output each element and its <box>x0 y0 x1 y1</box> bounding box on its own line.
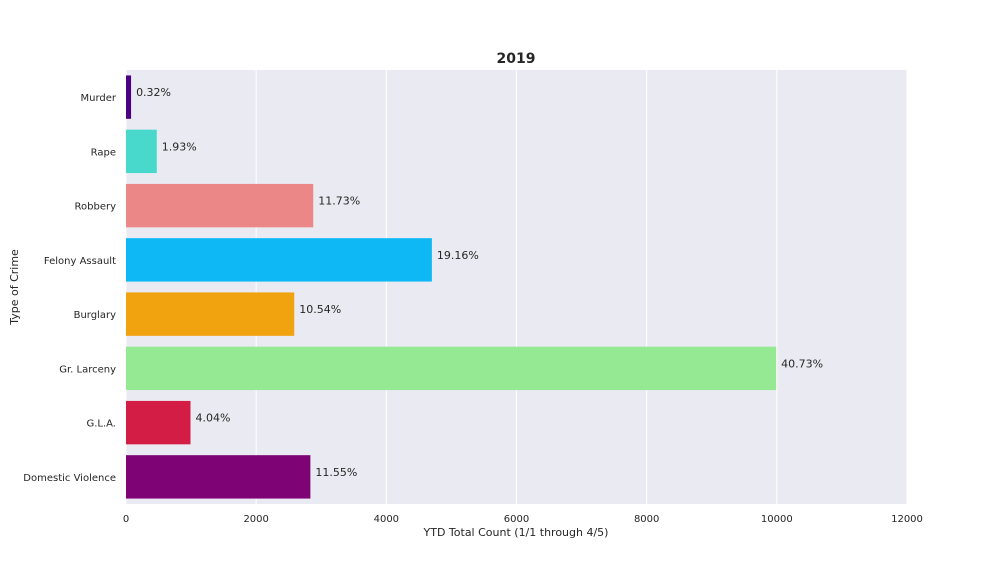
y-tick-label: Robbery <box>75 202 117 213</box>
y-tick-label: Gr. Larceny <box>59 364 116 375</box>
y-tick-label: Murder <box>80 93 116 104</box>
y-axis-label: Type of Crime <box>8 249 21 326</box>
y-tick-labels: Murder Rape Robbery Felony Assault Burglary G… <box>23 93 117 484</box>
x-tick-label: 4000 <box>374 514 399 525</box>
bar-value-label: 1.93% <box>162 140 197 153</box>
y-tick-label: Felony Assault <box>44 256 116 267</box>
x-tick-label: 10000 <box>761 514 793 525</box>
bar-value-label: 4.04% <box>195 412 230 425</box>
bar <box>126 238 432 282</box>
bar-value-label: 19.16% <box>437 249 479 262</box>
x-tick-label: 2000 <box>243 514 268 525</box>
bars <box>126 75 777 499</box>
y-tick-label: Burglary <box>74 310 116 321</box>
data-labels: 0.32% 1.93% 11.73% 19.16% 10.54% 40.73% 4.04% 1… <box>136 86 823 479</box>
bar <box>126 346 777 391</box>
bar <box>126 183 314 228</box>
x-tick-label: 6000 <box>504 514 529 525</box>
y-tick-label: G.L.A. <box>86 419 116 430</box>
bar <box>126 400 191 445</box>
bar-value-label: 0.32% <box>136 86 171 99</box>
bar-value-label: 40.73% <box>781 357 823 370</box>
bar-value-label: 11.55% <box>315 466 357 479</box>
y-tick-label: Rape <box>91 147 116 158</box>
y-tick-label: Domestic Violence <box>23 473 116 484</box>
x-tick-label: 0 <box>123 514 129 525</box>
x-axis-label: YTD Total Count (1/1 through 4/5) <box>423 526 609 539</box>
bar <box>126 75 132 119</box>
x-tick-labels: 0 2000 4000 6000 8000 10000 12000 <box>123 514 923 525</box>
x-tick-label: 8000 <box>634 514 659 525</box>
bar-value-label: 11.73% <box>318 195 360 208</box>
bar <box>126 455 311 499</box>
bar <box>126 292 295 336</box>
chart-title: 2019 <box>497 51 536 67</box>
x-tick-label: 12000 <box>891 514 923 525</box>
bar-value-label: 10.54% <box>299 303 341 316</box>
bar <box>126 129 157 174</box>
